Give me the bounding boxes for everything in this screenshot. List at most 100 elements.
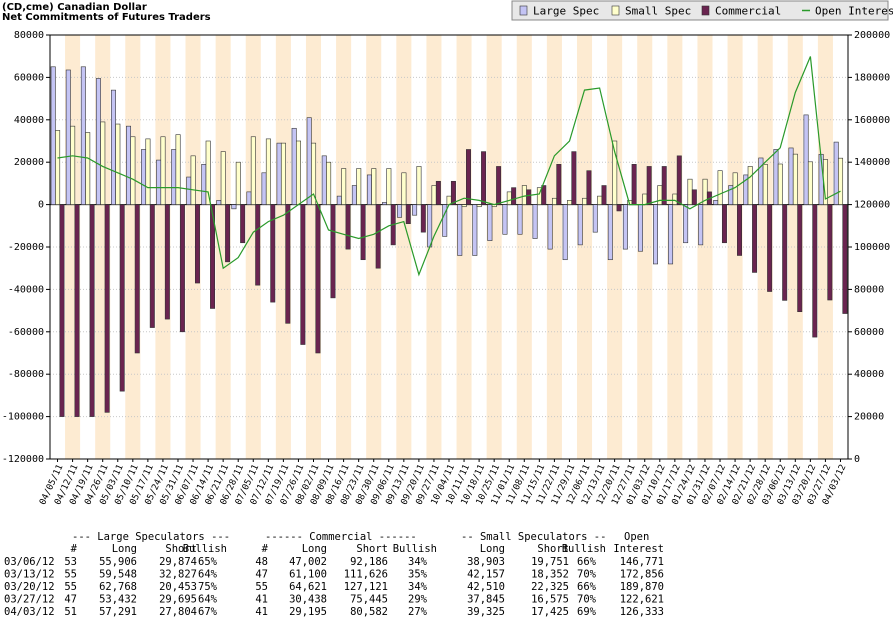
y2-tick-label: 20000	[854, 412, 884, 423]
bar	[661, 166, 667, 205]
table-cell: 55	[64, 569, 77, 581]
bar	[351, 185, 357, 205]
bar	[616, 204, 622, 212]
band	[727, 35, 743, 459]
table-cell: 51	[64, 606, 77, 618]
y-tick-label: 80000	[14, 30, 44, 41]
bar	[777, 163, 783, 205]
bar	[405, 204, 411, 224]
band	[245, 35, 261, 459]
bar	[472, 204, 478, 256]
table-cell: 92,186	[350, 556, 388, 568]
table-column-header: Long	[112, 543, 137, 555]
table-cell: 111,626	[344, 569, 388, 581]
y-tick-label: -120000	[2, 454, 44, 465]
bar	[126, 125, 132, 205]
legend-swatch	[611, 5, 620, 16]
bar	[175, 134, 181, 205]
table-cell: 34%	[408, 556, 428, 568]
line	[57, 56, 841, 277]
bar	[668, 204, 674, 265]
bar	[171, 149, 177, 205]
bar	[216, 200, 222, 205]
table-cell: 16,575	[531, 594, 569, 606]
bar	[812, 204, 818, 338]
table-cell: 64%	[198, 594, 218, 606]
bar	[401, 172, 407, 205]
bar	[551, 197, 557, 205]
table-group-header: ------ Commercial ------	[265, 531, 417, 543]
bar	[74, 204, 80, 417]
bar	[412, 204, 418, 216]
bar	[186, 176, 192, 205]
table-row-date: 03/27/12	[4, 594, 55, 606]
bar	[431, 185, 437, 205]
bar	[582, 197, 588, 205]
table-cell: 172,856	[620, 569, 664, 581]
bar	[55, 130, 61, 205]
bar	[521, 185, 527, 205]
legend-label: Large Spec	[533, 5, 599, 18]
bar	[156, 159, 162, 205]
table-column-header: Long	[480, 543, 505, 555]
bar	[80, 66, 86, 205]
legend-label: Small Spec	[625, 5, 691, 18]
table-cell: 55	[64, 581, 77, 593]
band	[215, 35, 231, 459]
bar	[95, 78, 101, 205]
table-column-header: Long	[302, 543, 327, 555]
table-column-header: Short	[537, 543, 569, 555]
table-cell: 35%	[408, 569, 428, 581]
y-tick-label: -40000	[8, 284, 44, 295]
bar	[311, 142, 317, 205]
table-cell: 65%	[198, 556, 218, 568]
y2-tick-label: 100000	[854, 242, 890, 253]
table-cell: 146,771	[620, 556, 664, 568]
bar	[687, 178, 693, 205]
table-cell: 66%	[577, 581, 597, 593]
table-cell: 37,845	[467, 594, 505, 606]
bar	[330, 204, 336, 299]
band	[396, 35, 412, 459]
bar	[792, 153, 798, 205]
table-cell: 69%	[577, 606, 597, 618]
bar	[360, 204, 366, 261]
table-cell: 41	[255, 606, 268, 618]
y-tick-label: -20000	[8, 242, 44, 253]
y2-tick-label: 60000	[854, 327, 884, 338]
bar	[807, 161, 813, 205]
table-column-header: Interest	[613, 543, 664, 555]
bar	[375, 204, 381, 269]
bar	[713, 200, 719, 205]
table-cell: 42,510	[467, 581, 505, 593]
bar	[285, 204, 291, 324]
band	[817, 35, 833, 459]
table-cell: 27%	[408, 606, 428, 618]
bar	[85, 132, 91, 205]
bar	[803, 114, 809, 205]
bar	[612, 140, 618, 205]
bar	[435, 180, 441, 205]
table-cell: 20,453	[159, 581, 197, 593]
bar	[205, 140, 211, 205]
bar	[315, 204, 321, 354]
table-cell: 75%	[198, 581, 218, 593]
legend-label: Commercial	[715, 5, 781, 18]
table-cell: 34%	[408, 581, 428, 593]
bar	[397, 204, 403, 218]
band	[426, 35, 442, 459]
table-cell: 29,195	[289, 606, 327, 618]
bar	[466, 149, 471, 205]
table-cell: 47	[255, 569, 268, 581]
table-cell: 39,325	[467, 606, 505, 618]
table-cell: 38,903	[467, 556, 505, 568]
bar	[65, 69, 71, 205]
bar	[556, 164, 562, 205]
bar	[341, 168, 347, 205]
bar	[571, 151, 577, 205]
table-group-header: --- Large Speculators ---	[72, 531, 230, 543]
bar	[567, 200, 573, 205]
bar	[336, 195, 342, 205]
table-cell: 80,582	[350, 606, 388, 618]
bar	[737, 204, 743, 256]
